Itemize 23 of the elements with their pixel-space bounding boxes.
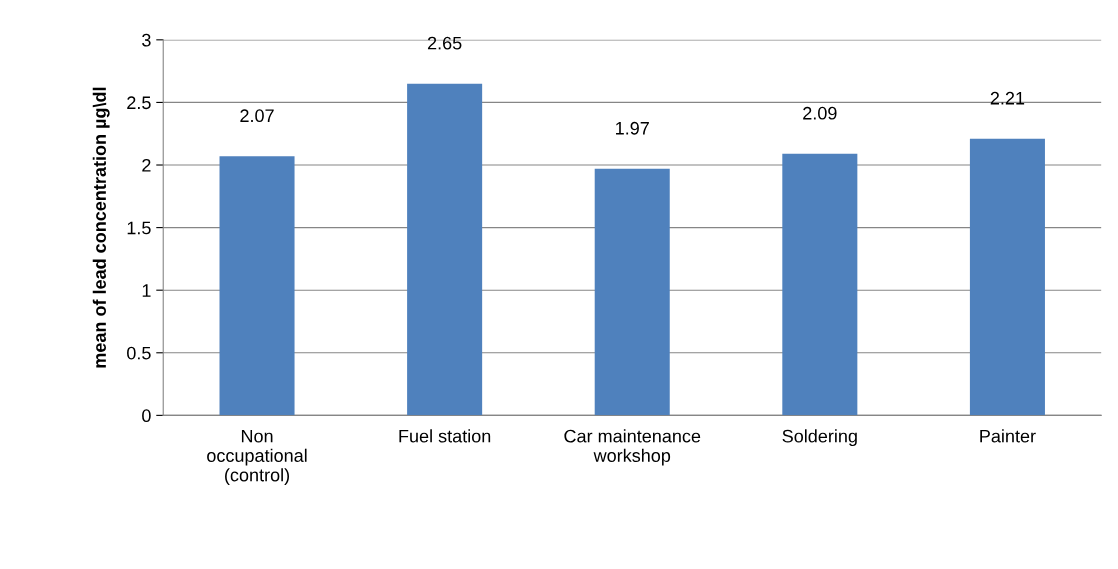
x-tick-label: Car maintenance workshop — [564, 429, 701, 466]
y-tick-label: 0.5 — [127, 346, 151, 360]
data-label: 1.97 — [616, 121, 649, 135]
y-axis-title: mean of lead concentration µg\dl — [92, 87, 110, 368]
y-tick-label: 2.5 — [127, 96, 151, 110]
data-label: 2.65 — [427, 36, 462, 50]
x-tick-label: Fuel station — [399, 429, 491, 443]
bar — [782, 153, 858, 416]
y-tick-label: 3 — [142, 33, 151, 47]
bar — [594, 168, 670, 416]
x-tick-label: Non occupational (control) — [207, 429, 307, 485]
data-label: 2.09 — [803, 106, 837, 120]
x-tick-label: Soldering — [782, 429, 857, 447]
data-label: 2.07 — [240, 109, 274, 123]
x-tick-label: Painter — [980, 429, 1036, 443]
bar — [407, 83, 483, 416]
y-tick-label: 0 — [142, 409, 151, 423]
bar — [969, 138, 1045, 416]
y-tick-label: 1 — [142, 284, 151, 297]
data-label: 2.21 — [990, 91, 1025, 105]
bar — [219, 156, 295, 416]
y-tick-label: 2 — [142, 158, 151, 172]
y-tick-label: 1.5 — [127, 221, 151, 235]
